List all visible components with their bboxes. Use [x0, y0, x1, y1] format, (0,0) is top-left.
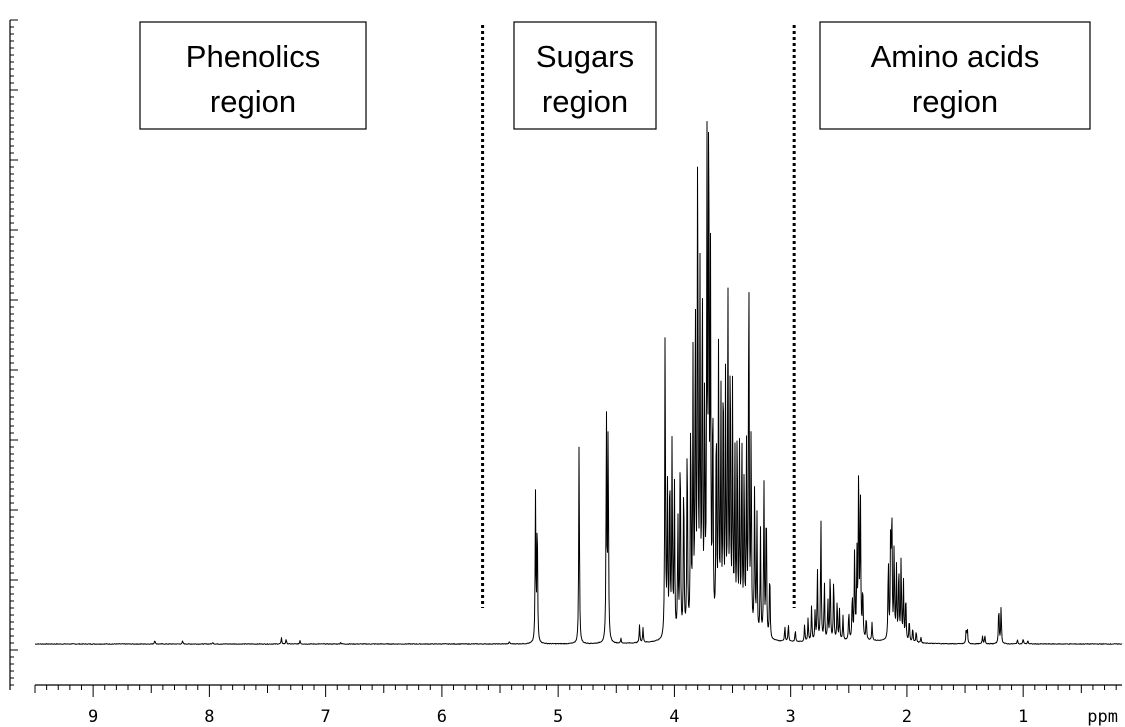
region-label-amino-acids: Amino acids region [819, 21, 1091, 130]
spectrum-series-line [34, 120, 1123, 645]
x-tick-label: 4 [669, 707, 679, 727]
region-label-sugars-line2: region [542, 84, 628, 119]
region-label-sugars-line1: Sugars [536, 39, 634, 74]
y-axis-ticks [10, 19, 18, 686]
region-label-phenolics: Phenolics region [139, 21, 367, 130]
y-axis [9, 19, 18, 690]
x-tick-label: 8 [204, 707, 214, 727]
x-tick-label: 1 [1018, 707, 1028, 727]
region-label-amino-acids-line2: region [912, 84, 998, 119]
region-dividers [481, 25, 796, 608]
region-box-amino-acids [819, 21, 1091, 130]
region-label-amino-acids-line1: Amino acids [871, 39, 1040, 74]
x-axis: 9 8 7 6 5 4 3 2 1 ppm [34, 684, 1122, 727]
x-tick-label: 9 [88, 707, 98, 727]
x-tick-label: 2 [902, 707, 912, 727]
region-label-sugars: Sugars region [513, 21, 657, 130]
x-tick-label: 3 [786, 707, 796, 727]
region-label-phenolics-line1: Phenolics [186, 39, 320, 74]
region-box-phenolics [139, 21, 367, 130]
x-tick-label: 6 [437, 707, 447, 727]
x-axis-unit-label: ppm [1087, 707, 1118, 727]
x-tick-label: 5 [553, 707, 563, 727]
x-axis-ticks [34, 685, 1117, 697]
x-axis-tick-labels: 9 8 7 6 5 4 3 2 1 [88, 707, 1028, 727]
region-label-phenolics-line2: region [210, 84, 296, 119]
region-box-sugars [513, 21, 657, 130]
x-tick-label: 7 [321, 707, 331, 727]
